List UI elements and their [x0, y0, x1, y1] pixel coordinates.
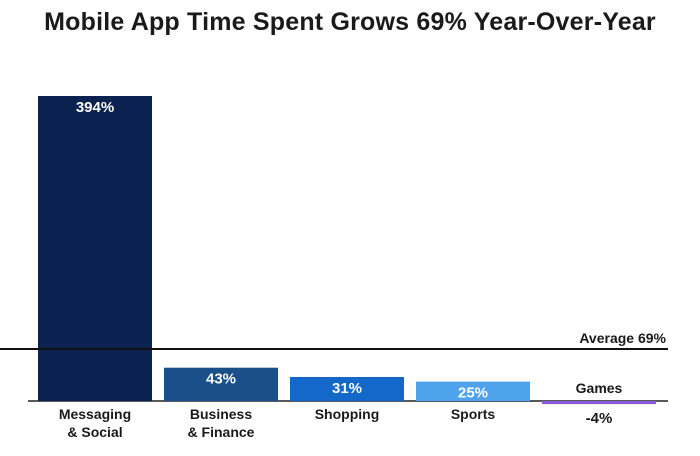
- category-label-2-0: Shopping: [315, 406, 380, 422]
- chart-title: Mobile App Time Spent Grows 69% Year-Ove…: [44, 8, 656, 36]
- category-label-0-1: & Social: [67, 424, 122, 440]
- category-label-4-0: Games: [576, 380, 623, 396]
- bar-3: [416, 381, 530, 401]
- category-label-1-0: Business: [190, 406, 252, 422]
- bar-0: [38, 96, 152, 401]
- value-label-0: 394%: [76, 99, 114, 116]
- value-label-1: 43%: [206, 371, 236, 388]
- bar-2: [290, 377, 404, 401]
- bar-1: [164, 367, 278, 401]
- category-label-3-0: Sports: [451, 406, 496, 422]
- bar-4: [542, 401, 656, 405]
- value-label-2: 31%: [332, 380, 362, 397]
- category-label-0-0: Messaging: [59, 406, 131, 422]
- value-label-4: -4%: [586, 410, 613, 427]
- average-label: Average 69%: [579, 330, 666, 346]
- value-label-3: 25%: [458, 385, 488, 402]
- category-label-1-1: & Finance: [188, 424, 255, 440]
